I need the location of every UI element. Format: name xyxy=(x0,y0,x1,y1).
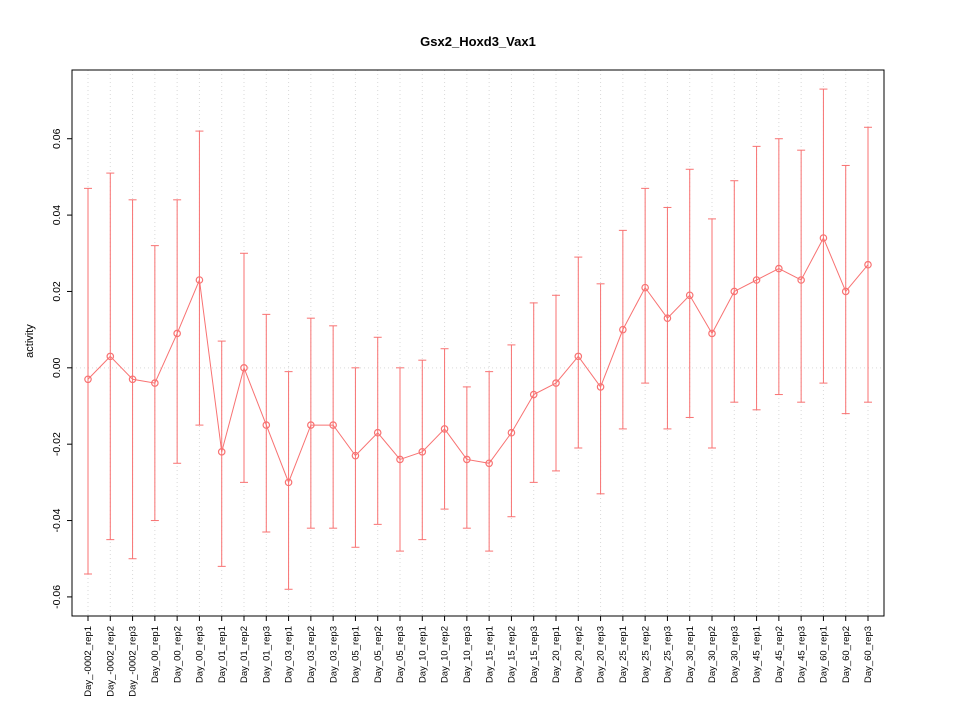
x-tick-label: Day_01_rep3 xyxy=(261,626,272,683)
x-tick-label: Day_-0002_rep2 xyxy=(105,626,116,697)
x-tick-label: Day_25_rep1 xyxy=(618,626,629,683)
y-tick-label: 0.00 xyxy=(51,357,63,378)
x-tick-label: Day_60_rep1 xyxy=(819,626,830,683)
data-point xyxy=(485,459,493,468)
chart-title: Gsx2_Hoxd3_Vax1 xyxy=(420,34,536,49)
x-tick-label: Day_10_rep1 xyxy=(417,626,428,683)
x-tick-label: Day_25_rep2 xyxy=(640,626,651,683)
data-point xyxy=(775,264,783,273)
x-tick-label: Day_25_rep3 xyxy=(663,626,674,683)
y-tick-label: -0.02 xyxy=(51,432,63,456)
x-tick-label: Day_01_rep2 xyxy=(239,626,250,683)
y-tick-label: 0.06 xyxy=(51,128,63,149)
x-tick-label: Day_03_rep2 xyxy=(306,626,317,683)
data-point xyxy=(685,291,694,300)
data-point xyxy=(262,421,271,429)
x-tick-label: Day_20_rep3 xyxy=(596,626,607,683)
data-point xyxy=(574,352,583,361)
data-point xyxy=(463,455,471,464)
data-point xyxy=(329,421,337,429)
data-point xyxy=(307,421,315,429)
data-point xyxy=(106,352,115,361)
x-tick-label: Day_05_rep1 xyxy=(351,626,362,683)
data-point xyxy=(418,448,427,456)
data-point xyxy=(284,478,293,487)
data-point xyxy=(730,287,739,296)
x-tick-label: Day_20_rep2 xyxy=(573,626,584,683)
y-tick-label: -0.04 xyxy=(51,508,63,532)
y-tick-label: 0.04 xyxy=(51,205,63,226)
series-line xyxy=(87,236,869,484)
data-point xyxy=(151,379,159,387)
x-tick-label: Day_03_rep3 xyxy=(328,626,339,683)
x-tick-label: Day_00_rep1 xyxy=(150,626,161,683)
data-point xyxy=(128,375,137,384)
data-point xyxy=(507,428,516,437)
data-point xyxy=(240,364,248,372)
data-point xyxy=(552,379,560,387)
data-point xyxy=(708,329,716,338)
data-point xyxy=(373,428,382,437)
data-point xyxy=(396,455,404,464)
data-point xyxy=(663,314,672,322)
x-tick-label: Day_30_rep2 xyxy=(707,626,718,683)
data-point xyxy=(596,383,605,391)
x-tick-label: Day_15_rep2 xyxy=(507,626,518,683)
data-point xyxy=(351,451,360,460)
x-tick-label: Day_10_rep3 xyxy=(462,626,473,683)
x-tick-label: Day_45_rep3 xyxy=(796,626,807,683)
x-tick-label: Day_-0002_rep3 xyxy=(128,626,139,697)
x-tick-label: Day_30_rep3 xyxy=(729,626,740,683)
x-tick-label: Day_-0002_rep1 xyxy=(83,626,94,697)
data-point xyxy=(173,329,181,338)
x-tick-label: Day_00_rep3 xyxy=(195,626,206,683)
x-tick-label: Day_03_rep1 xyxy=(284,626,295,683)
x-tick-label: Day_05_rep3 xyxy=(395,626,406,683)
x-tick-label: Day_45_rep1 xyxy=(752,626,763,683)
y-tick-label: 0.02 xyxy=(51,281,63,302)
y-tick-label: -0.06 xyxy=(51,585,63,609)
data-point xyxy=(797,276,805,284)
x-tick-label: Day_60_rep3 xyxy=(863,626,874,683)
x-tick-label: Day_45_rep2 xyxy=(774,626,785,683)
data-point xyxy=(195,276,204,284)
data-point xyxy=(84,375,92,384)
x-tick-label: Day_20_rep1 xyxy=(551,626,562,683)
data-point xyxy=(819,234,828,242)
x-tick-label: Day_01_rep1 xyxy=(217,626,228,683)
data-point xyxy=(440,425,449,433)
x-tick-label: Day_00_rep2 xyxy=(172,626,183,683)
data-point xyxy=(217,448,226,456)
x-tick-label: Day_05_rep2 xyxy=(373,626,384,683)
data-point xyxy=(529,390,538,399)
x-tick-label: Day_60_rep2 xyxy=(841,626,852,683)
x-tick-label: Day_30_rep1 xyxy=(685,626,696,683)
data-point xyxy=(752,276,761,284)
x-tick-label: Day_15_rep3 xyxy=(529,626,540,683)
data-point xyxy=(841,287,850,296)
data-point xyxy=(619,325,627,334)
data-point xyxy=(641,283,649,292)
x-tick-label: Day_10_rep2 xyxy=(440,626,451,683)
data-point xyxy=(864,260,872,269)
x-tick-label: Day_15_rep1 xyxy=(484,626,495,683)
plot-border xyxy=(71,69,885,617)
